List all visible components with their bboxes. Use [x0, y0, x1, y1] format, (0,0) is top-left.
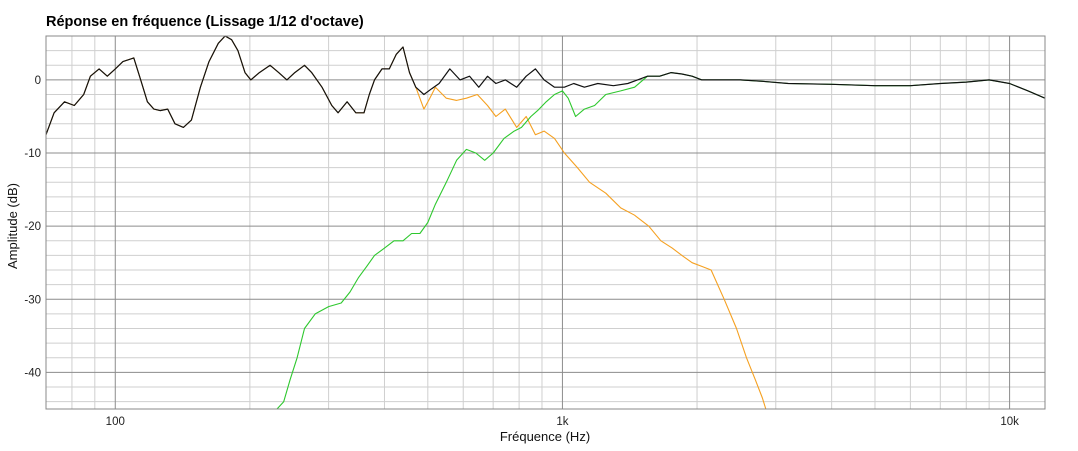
series-line-3	[45, 35, 1046, 135]
plot-area	[46, 36, 1045, 409]
plot-frame	[45, 35, 1046, 410]
y-tick-label: -20	[24, 221, 41, 233]
y-tick-label: -40	[24, 367, 41, 379]
series-layer	[45, 35, 1046, 410]
x-tick-label: 100	[106, 416, 125, 428]
x-tick-label: 1k	[556, 416, 568, 428]
chart-title: Réponse en fréquence (Lissage 1/12 d'oct…	[46, 14, 364, 30]
y-tick-label: -10	[24, 148, 41, 160]
tick-labels: 0 -10 -20 -30 -40 100 1k 10k	[24, 75, 1019, 428]
x-axis-label: Fréquence (Hz)	[500, 429, 590, 444]
y-tick-label: -30	[24, 294, 41, 306]
y-axis-label: Amplitude (dB)	[5, 183, 20, 269]
grid-major	[46, 36, 1045, 409]
y-tick-label: 0	[35, 75, 41, 87]
x-tick-label: 10k	[1000, 416, 1019, 428]
